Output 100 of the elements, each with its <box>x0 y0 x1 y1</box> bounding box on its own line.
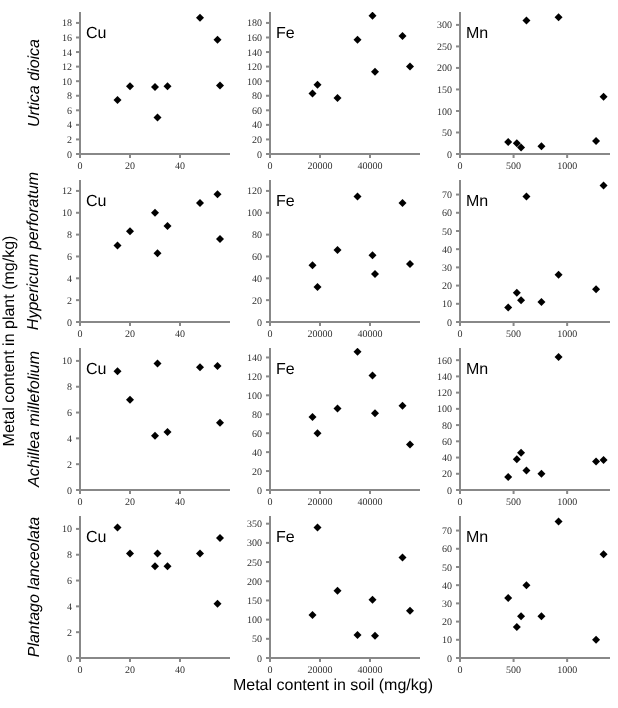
point <box>512 139 521 148</box>
point <box>406 62 414 71</box>
point <box>313 80 322 89</box>
point <box>308 261 317 270</box>
point <box>153 113 162 122</box>
point <box>406 440 414 449</box>
point <box>398 198 407 207</box>
text: Cu <box>86 192 107 210</box>
text: Fe <box>276 528 295 546</box>
point <box>213 362 222 371</box>
point <box>554 270 563 279</box>
text: Mn <box>466 360 489 378</box>
point <box>504 303 513 312</box>
text: Metal content in plant (mg/kg) <box>1 234 20 446</box>
point <box>599 92 608 101</box>
point <box>153 549 162 558</box>
y-axis-title: Urtica dioica <box>25 37 44 127</box>
point <box>371 409 379 418</box>
point <box>368 371 377 380</box>
point <box>216 234 224 243</box>
point <box>151 208 159 217</box>
point <box>599 550 608 559</box>
point <box>113 241 122 250</box>
point <box>599 181 608 190</box>
point <box>353 348 362 356</box>
point <box>196 363 204 372</box>
point <box>512 288 521 297</box>
text: Mn <box>466 192 489 210</box>
point <box>196 13 204 22</box>
point <box>368 12 377 20</box>
point <box>213 190 222 199</box>
point <box>333 245 342 254</box>
point <box>113 523 122 532</box>
text: Cu <box>86 24 107 42</box>
point <box>113 367 122 376</box>
point <box>504 473 513 482</box>
point <box>163 427 172 436</box>
point <box>398 553 407 562</box>
point <box>592 285 601 294</box>
point <box>313 523 322 532</box>
point <box>333 404 342 413</box>
point <box>308 611 317 620</box>
point <box>537 297 546 306</box>
point <box>522 581 531 590</box>
point <box>371 67 379 76</box>
y-axis-title: Hypericum perforatum <box>25 170 44 330</box>
point <box>353 192 362 201</box>
y-axis-title: Plantago lanceolata <box>25 515 43 657</box>
point <box>151 562 159 571</box>
point <box>371 269 379 278</box>
text: Mn <box>466 24 489 42</box>
point <box>554 13 563 22</box>
point <box>163 82 172 91</box>
text: Cu <box>86 528 107 546</box>
point <box>398 32 407 41</box>
point <box>406 606 414 615</box>
text: Fe <box>276 24 295 42</box>
point <box>163 221 172 230</box>
point <box>368 595 377 604</box>
point <box>308 89 317 98</box>
point <box>216 81 224 90</box>
point <box>308 413 317 422</box>
point <box>517 612 526 621</box>
point <box>213 35 222 44</box>
point <box>151 83 159 92</box>
point <box>353 630 362 639</box>
point <box>113 96 122 105</box>
point <box>398 401 407 410</box>
point <box>126 82 134 91</box>
point <box>504 137 513 146</box>
y-axis-title: Achillea millefolium <box>25 349 43 487</box>
point <box>163 562 172 571</box>
point <box>313 429 322 438</box>
point <box>599 455 608 464</box>
text: Mn <box>466 528 489 546</box>
point <box>196 198 204 207</box>
point <box>153 359 162 368</box>
point <box>213 599 222 608</box>
point <box>517 296 526 305</box>
point <box>504 593 513 602</box>
point <box>313 283 322 292</box>
point <box>126 227 134 236</box>
point <box>592 457 601 466</box>
x-axis-title: Metal content in soil (mg/kg) <box>230 676 436 694</box>
point <box>592 137 601 146</box>
text: Cu <box>86 360 107 378</box>
point <box>151 431 159 440</box>
point <box>196 549 204 558</box>
text: Fe <box>276 360 295 378</box>
point <box>153 249 162 258</box>
point <box>512 623 521 632</box>
point <box>522 16 531 25</box>
point <box>592 635 601 644</box>
point <box>517 448 526 457</box>
point <box>216 533 224 542</box>
point <box>522 192 531 201</box>
point <box>537 612 546 621</box>
text: Fe <box>276 192 295 210</box>
point <box>554 352 563 361</box>
point <box>537 142 546 151</box>
